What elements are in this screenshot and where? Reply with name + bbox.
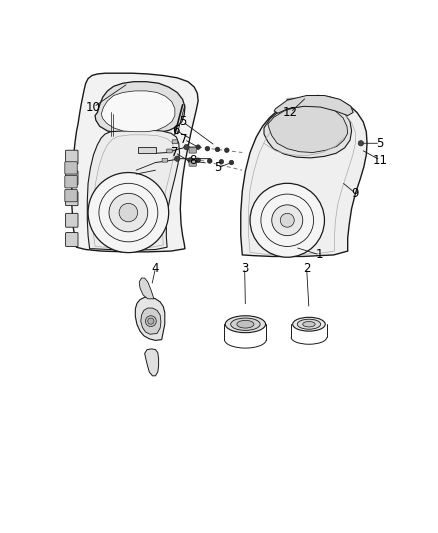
Circle shape	[250, 183, 325, 257]
FancyBboxPatch shape	[172, 140, 177, 144]
Text: 3: 3	[241, 262, 248, 274]
Ellipse shape	[303, 321, 315, 327]
Circle shape	[229, 160, 234, 165]
Polygon shape	[139, 278, 154, 299]
FancyBboxPatch shape	[189, 147, 196, 153]
Circle shape	[224, 148, 229, 152]
Ellipse shape	[237, 320, 254, 328]
Text: 5: 5	[214, 161, 221, 174]
Circle shape	[205, 147, 210, 151]
FancyBboxPatch shape	[65, 161, 77, 174]
Text: 1: 1	[316, 248, 324, 261]
FancyBboxPatch shape	[66, 150, 78, 164]
FancyBboxPatch shape	[66, 232, 78, 246]
FancyBboxPatch shape	[189, 160, 196, 166]
Circle shape	[215, 147, 220, 152]
Polygon shape	[274, 95, 353, 116]
FancyBboxPatch shape	[66, 213, 78, 227]
Polygon shape	[95, 82, 185, 134]
Circle shape	[219, 159, 224, 164]
Text: 9: 9	[352, 187, 359, 200]
Polygon shape	[264, 102, 352, 158]
Text: 6: 6	[172, 124, 180, 136]
Polygon shape	[145, 349, 159, 376]
Text: 4: 4	[152, 262, 159, 274]
Circle shape	[280, 213, 294, 227]
Circle shape	[187, 158, 193, 163]
Circle shape	[272, 205, 303, 236]
FancyBboxPatch shape	[66, 171, 78, 185]
Polygon shape	[268, 106, 348, 152]
Polygon shape	[138, 147, 155, 152]
Text: 12: 12	[283, 106, 298, 119]
Ellipse shape	[225, 316, 265, 333]
Polygon shape	[72, 73, 198, 252]
Circle shape	[196, 145, 201, 149]
Circle shape	[88, 173, 169, 253]
Circle shape	[148, 318, 154, 324]
Circle shape	[184, 144, 189, 150]
Text: 5: 5	[179, 115, 186, 128]
Circle shape	[196, 158, 201, 163]
Polygon shape	[241, 95, 367, 256]
FancyBboxPatch shape	[167, 149, 172, 153]
FancyBboxPatch shape	[65, 189, 77, 202]
Circle shape	[174, 156, 180, 161]
Ellipse shape	[293, 317, 325, 331]
Text: 10: 10	[86, 101, 101, 114]
FancyBboxPatch shape	[66, 192, 78, 206]
Text: 7: 7	[180, 133, 188, 146]
Text: 11: 11	[373, 154, 388, 167]
Polygon shape	[141, 308, 161, 334]
Circle shape	[119, 203, 138, 222]
Circle shape	[145, 316, 156, 327]
Circle shape	[358, 141, 364, 146]
Polygon shape	[101, 91, 175, 132]
Text: 7: 7	[171, 146, 179, 159]
Circle shape	[109, 193, 148, 232]
Circle shape	[208, 159, 212, 163]
Ellipse shape	[231, 318, 260, 330]
Ellipse shape	[297, 319, 321, 329]
Text: 2: 2	[303, 262, 311, 274]
Polygon shape	[87, 130, 180, 251]
FancyBboxPatch shape	[162, 158, 167, 162]
FancyBboxPatch shape	[65, 175, 77, 188]
Text: 8: 8	[189, 155, 196, 167]
Text: 5: 5	[377, 137, 384, 150]
Polygon shape	[135, 297, 165, 341]
